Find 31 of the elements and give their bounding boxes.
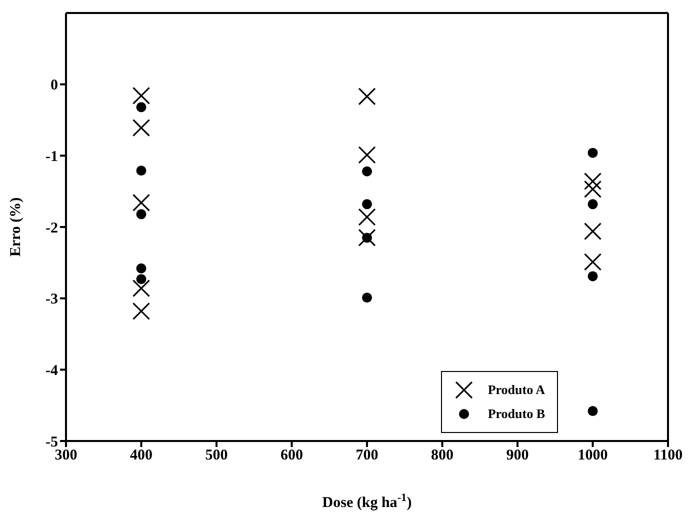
y-tick-label: -1 xyxy=(46,148,58,165)
point xyxy=(588,271,598,282)
x-tick-label: 500 xyxy=(205,448,228,464)
y-tick-label: 0 xyxy=(50,78,58,94)
y-tick-label: -2 xyxy=(46,220,58,236)
x-tick-label: 300 xyxy=(54,448,78,464)
point xyxy=(588,406,598,416)
x-tick-label: 400 xyxy=(130,448,152,464)
point xyxy=(136,263,146,274)
x-tick-label: 900 xyxy=(506,448,529,464)
x-tick-label: 1000 xyxy=(578,448,608,464)
point xyxy=(136,209,146,220)
y-axis-title: Erro (%) xyxy=(8,197,24,257)
point xyxy=(362,166,372,176)
legend-label: Produto B xyxy=(488,406,545,422)
y-tick-label: -3 xyxy=(46,292,58,308)
x-tick-label: 700 xyxy=(356,448,378,464)
x-axis-title: Dose (kg ha$^{-1}$) xyxy=(322,492,412,511)
x-tick-label: 600 xyxy=(280,448,303,464)
y-tick-label: -4 xyxy=(46,362,58,379)
point xyxy=(588,148,598,158)
x-tick-label: 1100 xyxy=(653,448,683,464)
legend-label: Produto A xyxy=(488,382,545,398)
point xyxy=(136,102,146,112)
point xyxy=(362,292,372,303)
x-tick-label: 800 xyxy=(431,448,454,464)
point xyxy=(136,166,146,176)
point xyxy=(362,199,372,210)
point xyxy=(588,199,598,210)
point xyxy=(136,274,146,284)
y-tick-label: -5 xyxy=(46,434,58,450)
